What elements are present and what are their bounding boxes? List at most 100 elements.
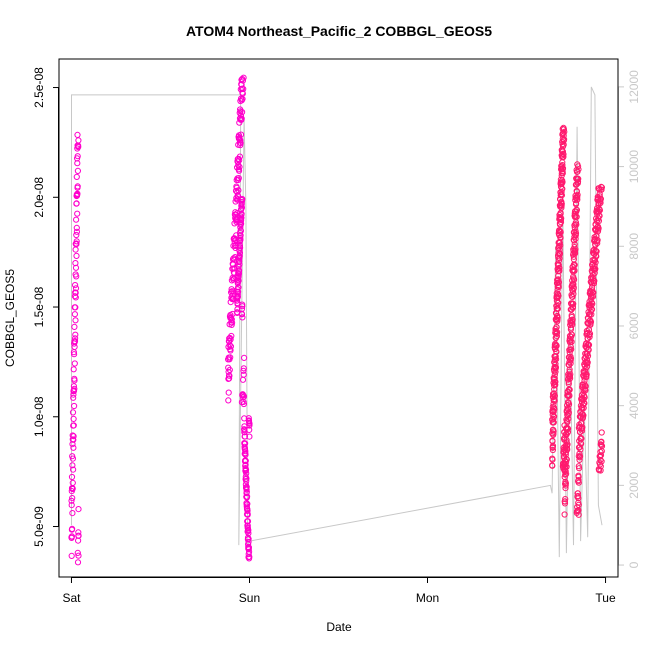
data-point — [237, 227, 244, 234]
data-point — [72, 264, 80, 271]
data-point — [238, 210, 245, 217]
data-point — [71, 377, 78, 384]
data-point — [563, 437, 570, 444]
data-point — [70, 387, 78, 395]
data-point — [239, 90, 246, 97]
data-point — [70, 436, 77, 443]
data-point — [236, 252, 243, 259]
data-point — [574, 178, 582, 185]
data-point — [240, 371, 247, 378]
data-point — [569, 316, 576, 323]
data-point — [584, 352, 592, 360]
data-point — [549, 456, 556, 463]
data-point — [244, 511, 251, 518]
data-point — [68, 502, 75, 509]
data-point — [577, 446, 584, 453]
data-point — [564, 428, 572, 436]
data-point — [239, 77, 246, 84]
data-point — [566, 349, 573, 356]
data-point — [598, 443, 606, 450]
data-point — [598, 458, 605, 465]
data-point — [72, 285, 80, 292]
data-point — [563, 463, 570, 470]
data-point — [575, 175, 582, 183]
data-point — [71, 343, 78, 350]
y2-tick-label: 0 — [627, 561, 641, 568]
data-point — [592, 242, 599, 249]
y2-tick-label: 2000 — [627, 472, 641, 499]
data-point — [241, 354, 248, 361]
data-point — [551, 371, 558, 378]
data-point — [72, 246, 79, 253]
data-point — [240, 85, 247, 93]
data-point — [242, 457, 249, 464]
y2-tick-label: 8000 — [627, 233, 641, 260]
data-point — [242, 466, 250, 473]
data-point — [555, 299, 562, 306]
y2-tick-label: 12000 — [627, 70, 641, 104]
data-point — [246, 553, 253, 560]
data-point — [557, 234, 564, 242]
data-point — [239, 195, 246, 203]
data-point — [75, 506, 82, 513]
data-point — [595, 225, 602, 232]
altitude-line-path — [71, 86, 603, 558]
data-point — [72, 304, 79, 311]
data-point — [227, 347, 234, 354]
data-point — [235, 284, 242, 291]
data-point — [238, 214, 245, 221]
data-point — [238, 305, 246, 312]
data-point — [75, 552, 82, 559]
data-point — [240, 394, 247, 401]
data-point — [568, 338, 575, 345]
data-point — [73, 224, 80, 231]
data-point — [235, 277, 242, 284]
data-point — [554, 329, 561, 336]
data-point — [582, 387, 589, 394]
data-point — [559, 179, 566, 186]
data-point — [74, 153, 81, 160]
data-point — [592, 265, 599, 272]
data-point — [598, 186, 605, 193]
data-point — [235, 273, 242, 280]
data-point — [570, 300, 577, 307]
data-point — [553, 348, 560, 355]
chart-title: ATOM4 Northeast_Pacific_2 COBBGL_GEOS5 — [186, 23, 492, 39]
data-point — [573, 508, 581, 515]
data-point — [571, 267, 578, 274]
data-point — [567, 375, 574, 382]
data-point — [225, 389, 232, 396]
data-point — [72, 282, 79, 289]
data-point — [72, 294, 79, 301]
data-point — [564, 419, 571, 426]
data-point — [241, 433, 248, 440]
data-point — [229, 319, 236, 326]
data-point — [587, 318, 595, 325]
data-point — [240, 393, 248, 400]
data-point — [75, 529, 82, 536]
data-point — [581, 394, 588, 401]
data-point — [239, 109, 246, 116]
data-point — [565, 380, 572, 387]
data-point — [74, 160, 81, 167]
data-point — [598, 429, 605, 436]
data-point — [589, 300, 596, 307]
data-point — [571, 276, 578, 283]
data-point — [74, 559, 82, 566]
x-tick-label: Sun — [239, 591, 260, 605]
data-point — [69, 479, 76, 486]
data-point — [227, 336, 234, 343]
data-point — [561, 511, 568, 518]
data-point — [228, 332, 235, 340]
data-point — [575, 477, 582, 484]
data-point — [562, 496, 569, 503]
data-point — [237, 140, 244, 147]
data-point — [597, 448, 604, 456]
data-point — [567, 357, 574, 364]
data-point — [240, 400, 247, 408]
data-point — [566, 392, 573, 399]
y2-tick-label: 6000 — [627, 312, 641, 339]
data-point — [236, 167, 243, 174]
data-point — [592, 259, 599, 266]
data-point — [237, 244, 244, 251]
